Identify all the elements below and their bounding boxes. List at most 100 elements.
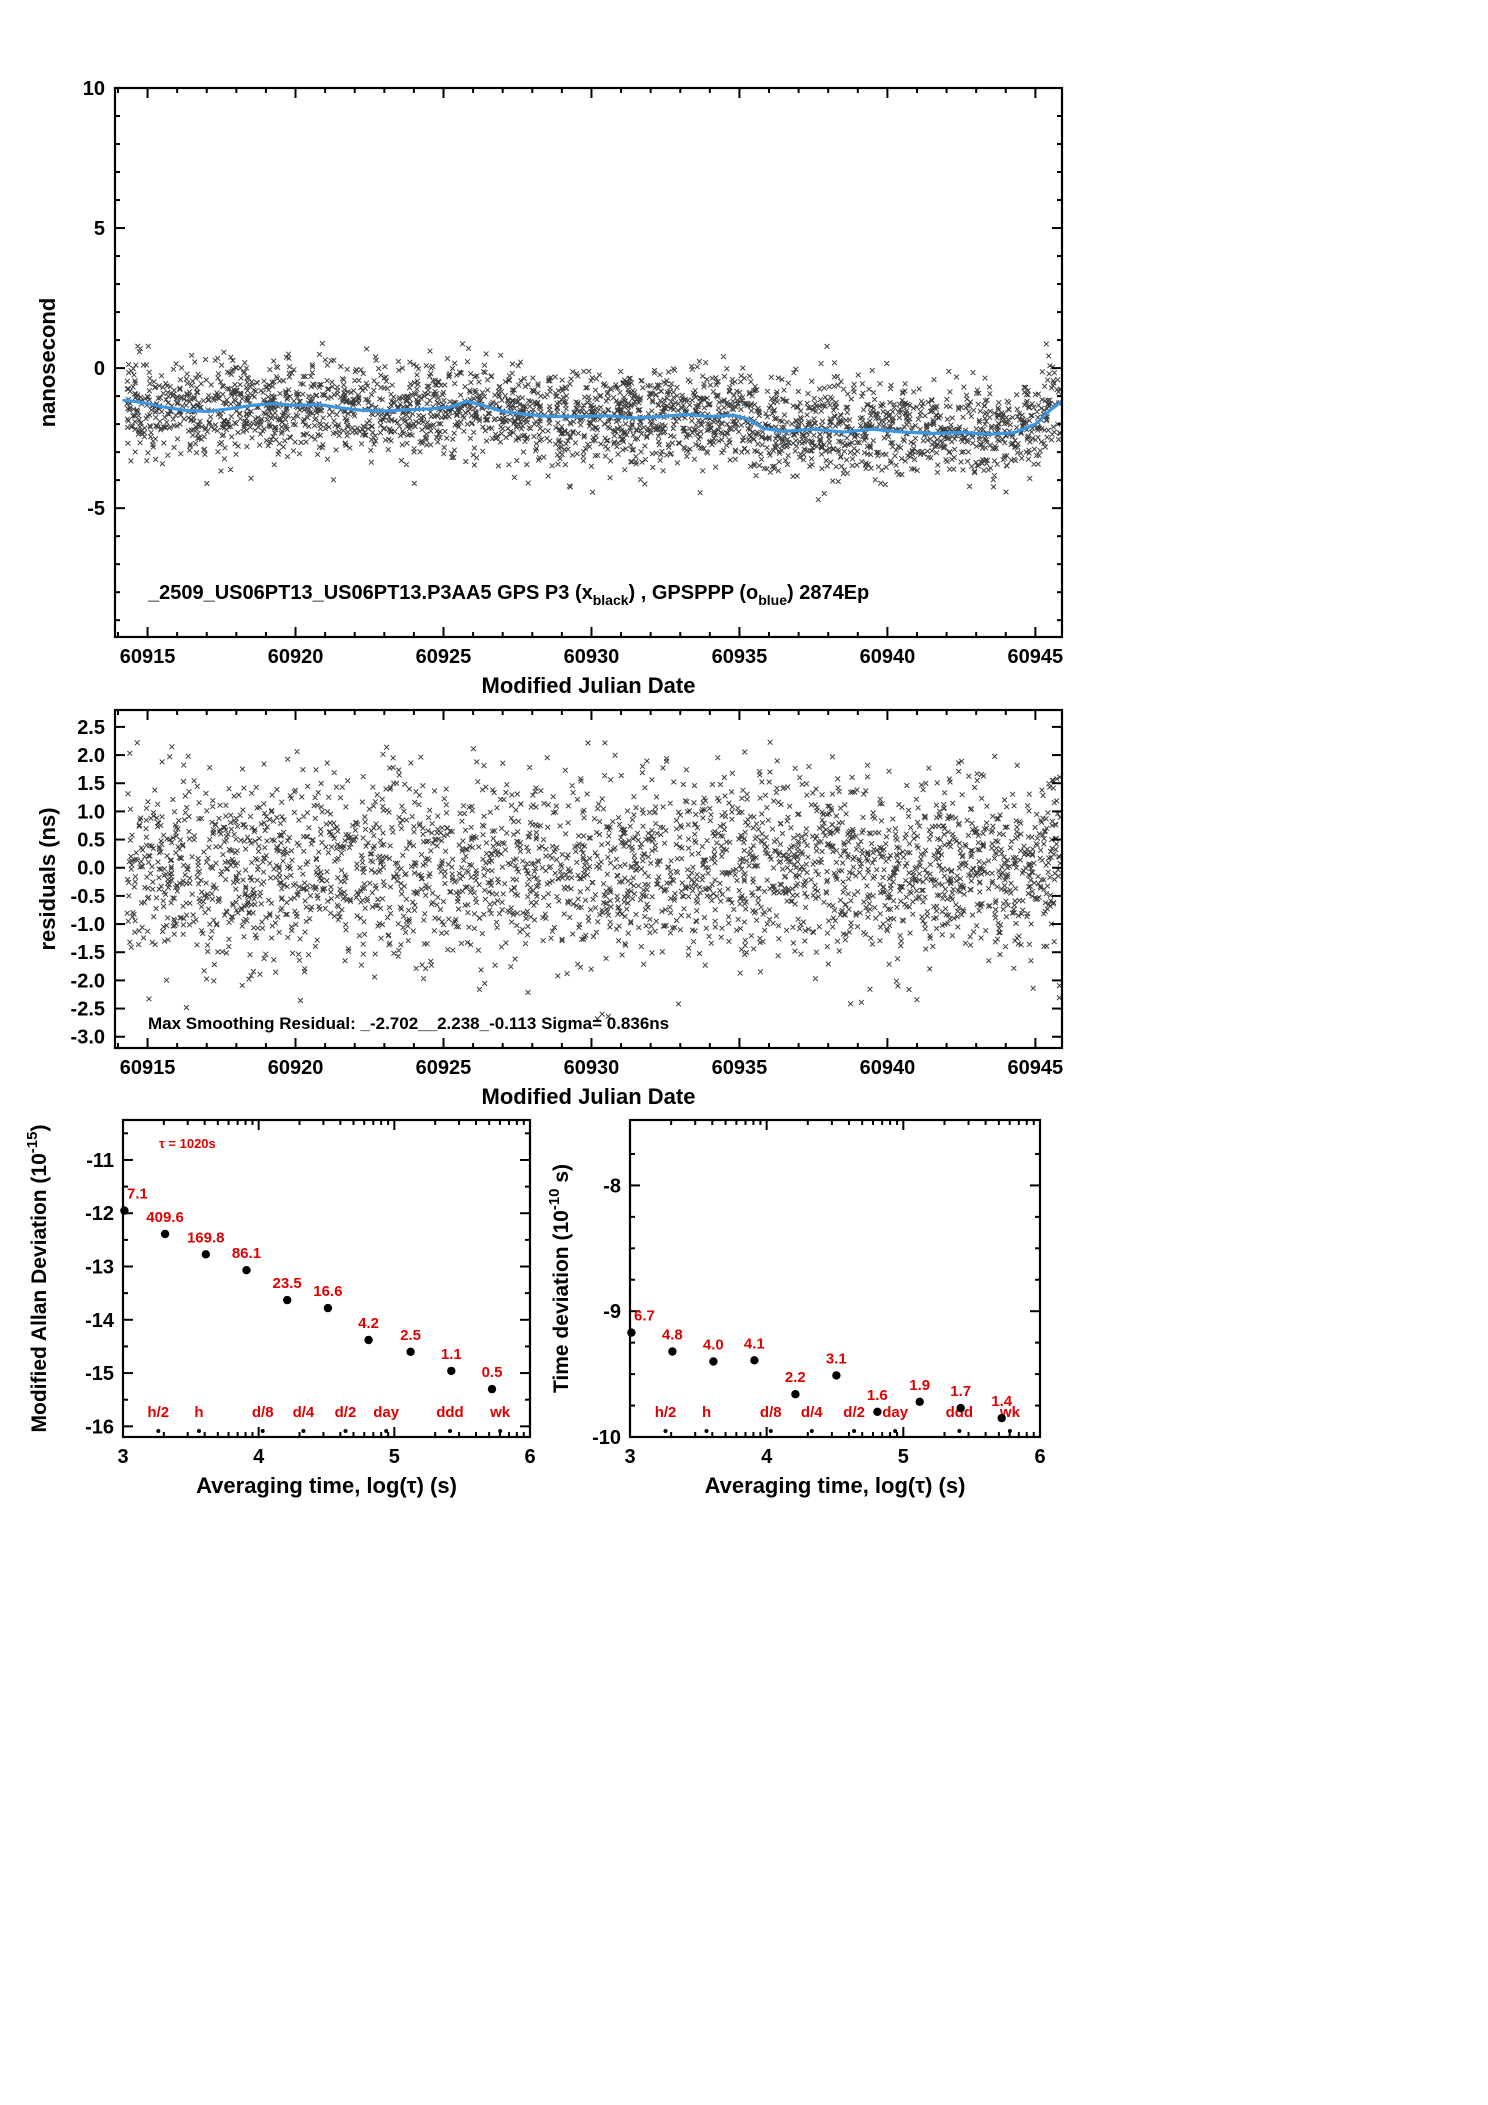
dev-point (997, 1413, 1006, 1423)
tau-tick-dot (768, 1429, 773, 1433)
dev-point (832, 1371, 841, 1380)
tau-tick-label: ddd (946, 1404, 974, 1421)
dev-point-label: 1.1 (441, 1346, 462, 1363)
panel-mdev: 3 4 5 6 -11 -12 -13 -14 -15 -16 Averaging time, lo… (24, 1118, 536, 1498)
tick-label: 60945 (1008, 646, 1064, 668)
dev-point (364, 1335, 373, 1345)
x-axis-title: Averaging time, log(τ) (s) (196, 1473, 457, 1498)
dev-point (915, 1397, 924, 1407)
tau-tick-label: d/2 (335, 1404, 357, 1421)
tau-tick-dot (343, 1429, 348, 1433)
dev-point-label: 23.5 (273, 1275, 302, 1292)
tick-label: 6 (1034, 1446, 1045, 1468)
tick-label: 60935 (712, 646, 768, 668)
tick-label: 60930 (564, 646, 620, 668)
ppp-smoothed-line (122, 398, 1063, 436)
dev-point-label: 6.7 (634, 1308, 655, 1325)
tau-tick-label: d/4 (293, 1404, 315, 1421)
tick-label: -13 (85, 1257, 114, 1279)
tick-label: 5 (94, 218, 105, 240)
dev-point (873, 1407, 882, 1417)
dev-point (956, 1403, 965, 1413)
tick-label: 5 (898, 1446, 909, 1468)
dev-point (487, 1384, 497, 1394)
dev-point-label: 2.2 (785, 1369, 806, 1386)
y-axis-title: Modified Allan Deviation (10-15) (24, 1125, 51, 1433)
panel-residuals: 60915 60920 60925 60930 60935 60940 60945 2.5 2.… (35, 708, 1064, 1109)
x-axis-title: Modified Julian Date (482, 673, 696, 698)
tau-tick-label: wk (489, 1404, 511, 1421)
x-axis-title: Averaging time, log(τ) (s) (705, 1473, 966, 1498)
tau-tick-dot (384, 1429, 389, 1433)
dev-point (120, 1206, 129, 1215)
x-axis-title: Modified Julian Date (482, 1084, 696, 1109)
tau-tick-label: d/8 (760, 1404, 782, 1421)
tau-tick-dot (448, 1429, 452, 1433)
tick-label: -15 (85, 1363, 114, 1385)
tick-label: 0.5 (77, 830, 105, 852)
tick-label: -12 (85, 1203, 114, 1225)
residual-stats-text: Max Smoothing Residual: _-2.702__2.238_-… (148, 1014, 669, 1033)
plot-border (121, 1118, 532, 1439)
tick-label: -16 (85, 1416, 114, 1438)
tick-label: 1.5 (77, 773, 105, 795)
dev-point-label: 2.5 (400, 1327, 421, 1344)
tick-label: 3 (624, 1446, 635, 1468)
tau-tick-label: day (373, 1404, 400, 1421)
dev-point (447, 1366, 456, 1376)
dev-point-label: 1.4 (991, 1393, 1013, 1410)
tick-label: 60945 (1008, 1057, 1064, 1079)
tick-label: 60920 (268, 646, 324, 668)
dev-point-label: 3.1 (826, 1350, 847, 1367)
tick-label: -1.0 (71, 914, 105, 936)
dev-point (627, 1328, 636, 1337)
dev-point-label: 7.1 (127, 1186, 148, 1203)
dev-point-label: 169.8 (187, 1229, 225, 1246)
tick-label: 2.0 (77, 745, 105, 767)
tick-label: 1.0 (77, 801, 105, 823)
tau-tick-dot (498, 1429, 503, 1433)
dev-point-label: 409.6 (146, 1209, 184, 1226)
dev-point (406, 1347, 415, 1357)
dev-point-label: 4.1 (744, 1335, 765, 1352)
tick-label: -9 (603, 1301, 621, 1323)
dev-point (709, 1357, 718, 1366)
tick-label: 0 (94, 358, 105, 380)
tau-tick-dot (893, 1429, 898, 1433)
tick-label: 3 (117, 1446, 128, 1468)
tick-label: -11 (86, 1150, 114, 1172)
dev-point-label: 1.6 (867, 1387, 888, 1404)
tick-label: 60935 (712, 1057, 768, 1079)
tick-label: 60920 (268, 1057, 324, 1079)
tick-label: -2.5 (71, 999, 105, 1021)
tau-tick-label: day (882, 1404, 909, 1421)
tick-label: 60930 (564, 1057, 620, 1079)
plot-border (113, 708, 1064, 1050)
tick-label: 2.5 (77, 717, 105, 739)
tick-label: -2.0 (71, 970, 105, 992)
y-axis-title: residuals (ns) (35, 807, 60, 950)
tick-label: 60925 (416, 1057, 472, 1079)
tick-label: 60925 (416, 646, 472, 668)
tick-label: -8 (603, 1175, 621, 1197)
dev-point-label: 1.9 (909, 1377, 930, 1394)
dev-point-label: 0.5 (482, 1364, 503, 1381)
tau-tick-dot (957, 1429, 962, 1433)
tau-tick-label: d/2 (843, 1404, 865, 1421)
tau-tick-dot (301, 1429, 306, 1433)
dev-point-label: 86.1 (232, 1245, 261, 1262)
dev-point (791, 1390, 800, 1399)
tick-label: 4 (253, 1446, 265, 1468)
panel-tdev: 3 4 5 6 -8 -9 -10 Averaging time, log(τ) (s) Tim… (546, 1118, 1046, 1498)
dev-point (242, 1266, 251, 1275)
plot-border (628, 1118, 1042, 1439)
dev-point-label: 16.6 (313, 1283, 342, 1300)
tau-tick-dot (663, 1429, 668, 1433)
tick-label: 5 (389, 1446, 400, 1468)
series-caption: _2509_US06PT13_US06PT13.P3AA5 GPS P3 (xb… (147, 582, 869, 608)
tick-label: 6 (524, 1446, 535, 1468)
tau-tick-dot (260, 1429, 265, 1433)
tick-label: -3.0 (71, 1027, 105, 1049)
tick-label: -10 (592, 1427, 621, 1449)
